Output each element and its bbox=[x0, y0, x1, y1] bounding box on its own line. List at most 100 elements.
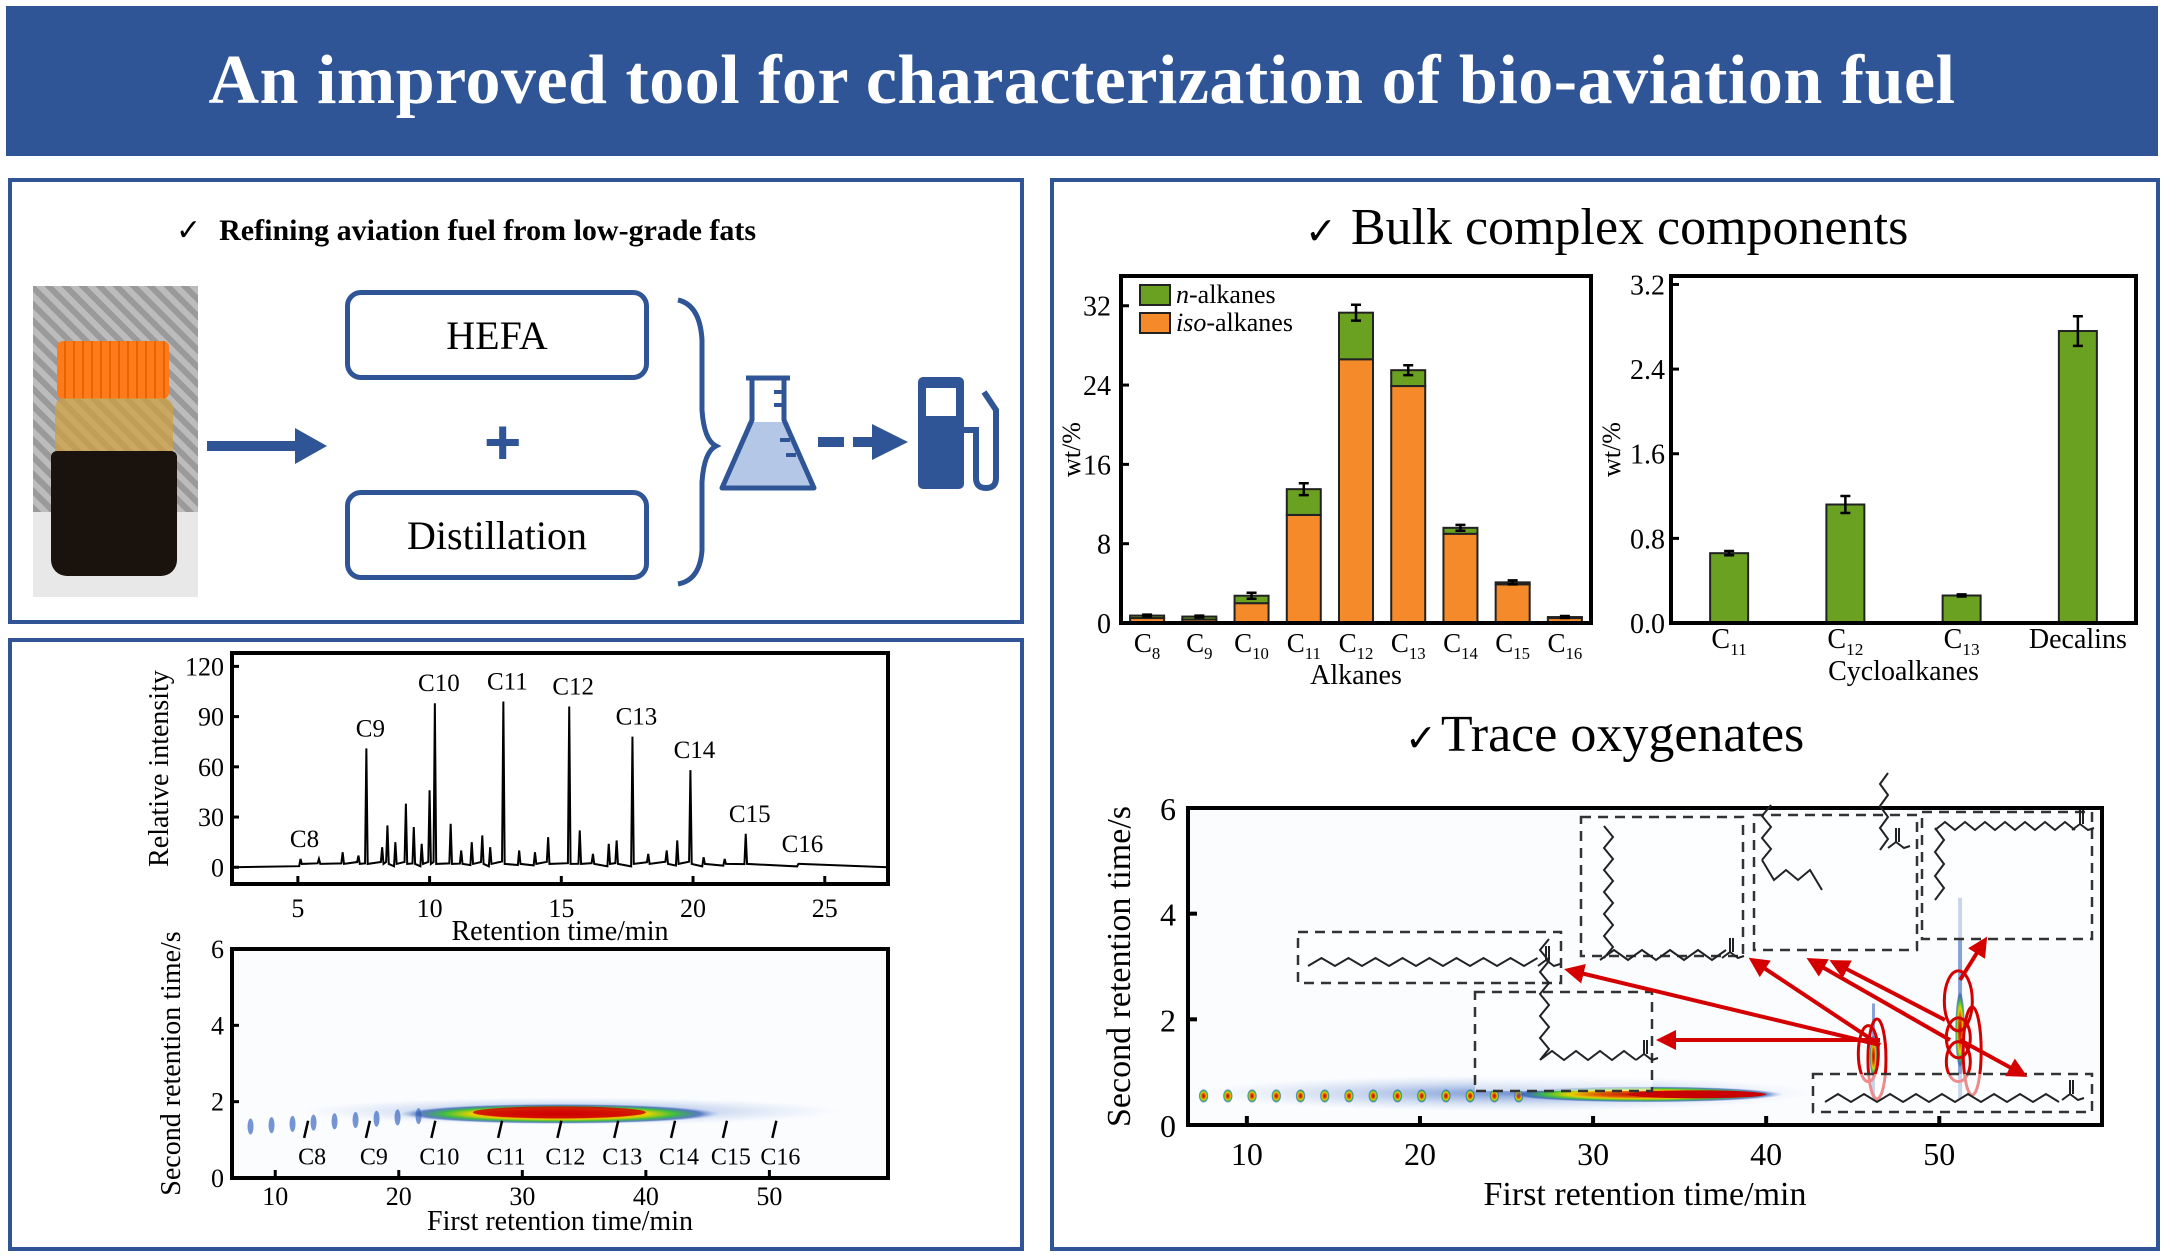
peak-label: C15 bbox=[729, 801, 771, 828]
cycloalkanes-bar-chart: C11 C12 C13 Decalins 0.0 0.8 1.6 2.4 3.2 Cycloalk… bbox=[1597, 270, 2138, 687]
bar-isoalkanes-C13 bbox=[1390, 385, 1427, 625]
signal-spot bbox=[1319, 1088, 1330, 1103]
methyl-linoleate-structure bbox=[1760, 772, 1911, 891]
heatmap-background bbox=[232, 949, 888, 1178]
peak-label: C8 bbox=[290, 826, 319, 853]
methyl-oleate-structure bbox=[1599, 825, 1745, 962]
brace-icon bbox=[677, 297, 722, 587]
signal-spot bbox=[352, 1111, 359, 1128]
x-tick-label: 25 bbox=[812, 894, 838, 923]
marker-line bbox=[771, 1120, 778, 1139]
x-tick-label: C11 bbox=[1287, 628, 1321, 663]
x-tick-label: 50 bbox=[1923, 1136, 1955, 1172]
y-axis-label: Second retention time/s bbox=[156, 931, 187, 1195]
bar-C11 bbox=[1709, 552, 1750, 624]
check-icon: ✓ bbox=[176, 214, 202, 247]
signal-spot bbox=[1416, 1088, 1427, 1103]
structure-box bbox=[1920, 810, 2094, 941]
annotation-arrow bbox=[1829, 960, 1946, 1022]
x-axis-label: First retention time/min bbox=[427, 1206, 693, 1237]
refining-heading: ✓ Refining aviation fuel from low-grade f… bbox=[176, 214, 757, 247]
signal-spot bbox=[1198, 1088, 1209, 1103]
plot-frame bbox=[1186, 806, 2104, 1127]
error-bar bbox=[2072, 314, 2083, 348]
signal-spot bbox=[247, 1118, 254, 1135]
dashed-arrow-icon bbox=[818, 424, 908, 460]
x-tick-label: C16 bbox=[1548, 628, 1583, 663]
page-title: An improved tool for characterization of… bbox=[208, 42, 1956, 119]
y-tick-label: 16 bbox=[1083, 450, 1111, 481]
error-bar bbox=[1351, 303, 1361, 322]
marker-label: C14 bbox=[659, 1145, 699, 1171]
gcxgc-chart: C8 C9 C10 C11 C12 C13 C14 C15 C16 10 20 30 40 50 0 2 4 6 F… bbox=[156, 931, 890, 1237]
x-tick-label: 20 bbox=[1404, 1136, 1436, 1172]
x-tick-label: C10 bbox=[1234, 628, 1269, 663]
x-tick-label: C13 bbox=[1944, 624, 1980, 659]
x-tick-label: C9 bbox=[1186, 628, 1212, 663]
y-tick-label: 2 bbox=[1160, 1002, 1176, 1038]
marker-label: C13 bbox=[602, 1145, 642, 1171]
y-tick-label: 0 bbox=[1160, 1108, 1176, 1144]
y-tick-label: 90 bbox=[198, 703, 224, 732]
x-tick-label: 40 bbox=[1750, 1136, 1782, 1172]
x-tick-label: C12 bbox=[1339, 628, 1374, 663]
x-tick-label: C13 bbox=[1391, 628, 1426, 663]
x-tick-label: C11 bbox=[1711, 624, 1746, 659]
peak-label: C11 bbox=[487, 669, 528, 696]
marker-line bbox=[364, 1120, 372, 1139]
legend-swatch bbox=[1139, 312, 1171, 334]
legend-label: n-alkanes bbox=[1176, 280, 1276, 309]
x-axis-label: Alkanes bbox=[1310, 660, 1402, 691]
error-bar bbox=[1956, 593, 1967, 598]
signal-core bbox=[1627, 1090, 1767, 1099]
y-tick-label: 1.6 bbox=[1630, 440, 1665, 471]
signal-spot bbox=[1368, 1088, 1379, 1103]
bar-C12 bbox=[1825, 503, 1866, 625]
methyl-ester-structure bbox=[1538, 938, 1659, 1062]
marker-label: C12 bbox=[545, 1145, 585, 1171]
y-tick-label: 2.4 bbox=[1630, 355, 1665, 386]
methyl-ester-structure bbox=[1824, 1080, 2085, 1104]
marker-line bbox=[556, 1120, 563, 1139]
fat-bottle-photo bbox=[33, 286, 198, 597]
signal-spot bbox=[1489, 1088, 1500, 1103]
trace-oxygenates-chart: 10 20 30 40 50 0 2 4 6 First retention time/min Se… bbox=[1101, 772, 2104, 1213]
plot-frame bbox=[1669, 274, 2138, 625]
signal-spot bbox=[1392, 1088, 1403, 1103]
signal-spot bbox=[1465, 1088, 1476, 1103]
bar-nalkanes-C12 bbox=[1338, 311, 1374, 361]
y-tick-label: 3.2 bbox=[1630, 270, 1665, 301]
y-axis-label: Second retention time/s bbox=[1101, 806, 1138, 1127]
chromatogram-trace bbox=[231, 701, 889, 869]
error-bar bbox=[1194, 614, 1205, 619]
x-tick-label: C14 bbox=[1443, 628, 1478, 663]
y-tick-label: 32 bbox=[1083, 292, 1111, 323]
signal-spot bbox=[289, 1115, 296, 1132]
peak-highlight-ellipse bbox=[1942, 969, 1974, 1033]
y-tick-label: 6 bbox=[1160, 791, 1176, 827]
annotation-arrow bbox=[1806, 958, 1951, 1042]
y-tick-label: 0 bbox=[1097, 609, 1111, 640]
annotation-arrow bbox=[1564, 964, 1881, 1047]
signal-spot bbox=[310, 1114, 317, 1131]
fuel-pump-icon bbox=[918, 377, 999, 492]
x-tick-label: 20 bbox=[386, 1182, 412, 1211]
methyl-stearate-structure bbox=[1307, 946, 1561, 968]
bar-isoalkanes-C10 bbox=[1233, 602, 1270, 625]
x-axis-label: First retention time/min bbox=[1484, 1176, 1807, 1213]
signal-core bbox=[472, 1106, 646, 1119]
plot-frame bbox=[1119, 274, 1593, 625]
distillation-box: Distillation bbox=[345, 490, 649, 580]
x-tick-label: 10 bbox=[262, 1182, 288, 1211]
peak-label: C12 bbox=[552, 674, 594, 701]
x-tick-label: 40 bbox=[633, 1182, 659, 1211]
x-tick-label: 30 bbox=[1577, 1136, 1609, 1172]
peak-label: C16 bbox=[782, 831, 824, 858]
y-tick-label: 60 bbox=[198, 753, 224, 782]
signal-spot bbox=[1440, 1088, 1451, 1103]
y-tick-label: 4 bbox=[211, 1011, 224, 1040]
x-axis-label: Cycloalkanes bbox=[1828, 656, 1979, 687]
marker-line bbox=[669, 1120, 677, 1139]
bar-Decalins bbox=[2057, 330, 2098, 624]
